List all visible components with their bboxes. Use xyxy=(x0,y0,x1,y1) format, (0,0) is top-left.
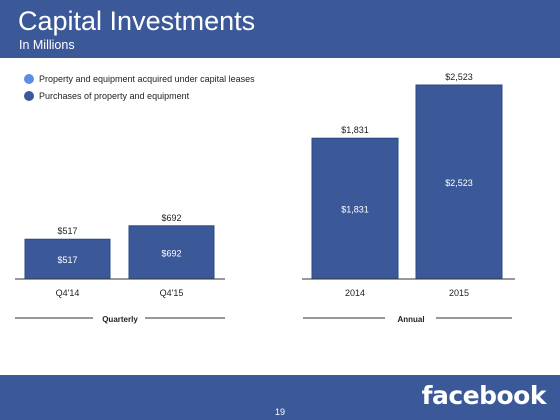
facebook-logo: facebook xyxy=(421,381,547,410)
page-title: Capital Investments xyxy=(18,6,256,36)
legend-swatch-capital-leases xyxy=(24,73,34,84)
legend-item-purchases: Purchases of property and equipment xyxy=(24,87,255,104)
page-subtitle: In Millions xyxy=(19,38,75,52)
bar-value-label: $1,831 xyxy=(341,205,369,215)
bar-total-label: $692 xyxy=(161,213,181,223)
legend-label-purchases: Purchases of property and equipment xyxy=(39,90,190,101)
header-bar: Capital Investments In Millions xyxy=(0,0,560,58)
group-label-annual: Annual xyxy=(397,315,424,324)
legend-swatch-purchases xyxy=(24,90,34,101)
bar-value-label: $2,523 xyxy=(445,178,473,188)
bar-value-label: $517 xyxy=(57,255,77,265)
bar-total-label: $1,831 xyxy=(341,125,369,135)
bar-quarterly-1 xyxy=(24,238,111,280)
x-tick-label: 2014 xyxy=(345,288,365,298)
group-label-quarterly: Quarterly xyxy=(102,315,138,324)
x-tick-label: Q4'15 xyxy=(160,288,184,298)
bar-total-label: $2,523 xyxy=(445,72,473,82)
footer-bar xyxy=(0,375,560,420)
bar-total-label: $517 xyxy=(57,226,77,236)
bar-annual-2 xyxy=(415,84,503,280)
bar-annual-1 xyxy=(311,137,399,280)
legend-label-capital-leases: Property and equipment acquired under ca… xyxy=(39,73,255,84)
bar-value-label: $692 xyxy=(161,248,181,258)
page-number: 19 xyxy=(274,407,285,417)
x-tick-label: Q4'14 xyxy=(56,288,80,298)
legend-item-capital-leases: Property and equipment acquired under ca… xyxy=(24,70,255,87)
legend: Property and equipment acquired under ca… xyxy=(24,70,255,104)
x-tick-label: 2015 xyxy=(449,288,469,298)
